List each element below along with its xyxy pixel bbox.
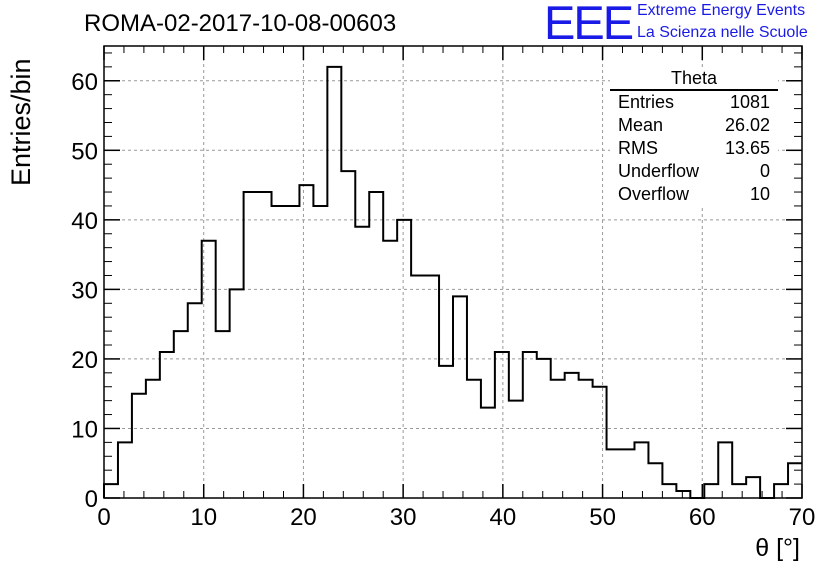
x-tick-label: 20 [290,504,317,531]
logo-line-1: Extreme Energy Events [637,2,806,19]
x-tick-label: 70 [789,504,816,531]
histogram-outline [103,65,802,499]
y-tick-label: 40 [71,208,98,235]
y-tick-label: 10 [71,416,98,443]
y-tick-label: 0 [85,486,98,513]
stats-box: Theta Entries 1081 Mean 26.02 RMS 13.65 … [610,68,778,206]
eee-logo: EEE [544,0,634,49]
stats-row: Underflow 0 [610,160,778,183]
x-tick-label: 10 [190,504,217,531]
x-tick-label: 50 [589,504,616,531]
stats-label: Underflow [618,161,700,181]
y-axis-label: Entries/bin [6,58,36,186]
stats-title: Theta [610,68,778,91]
stats-row: Overflow 10 [610,183,778,206]
y-tick-label: 30 [71,277,98,304]
x-tick-label: 0 [97,504,110,531]
stats-label: RMS [618,138,658,158]
x-axis-label: θ [°] [755,534,800,562]
stats-value: 26.02 [724,115,770,135]
tick-labels: 0 10 20 30 40 50 60 70 0 10 20 30 40 50 60 [71,69,815,531]
y-tick-label: 20 [71,347,98,374]
x-tick-label: 30 [390,504,417,531]
stats-value: 10 [749,184,770,204]
logo-line-2: La Scienza nelle Scuole [637,24,808,41]
chart-title: ROMA-02-2017-10-08-00603 [84,10,397,37]
stats-label: Overflow [618,184,690,204]
x-tick-label: 60 [689,504,716,531]
stats-row: Mean 26.02 [610,114,778,137]
y-tick-label: 50 [71,138,98,165]
stats-label: Entries [618,92,675,112]
x-tick-label: 40 [490,504,517,531]
stats-value: 0 [759,161,770,181]
stats-row: RMS 13.65 [610,137,778,160]
grid-lines [104,46,802,498]
stats-value: 13.65 [724,138,770,158]
stats-row: Entries 1081 [610,91,778,114]
stats-label: Mean [618,115,664,135]
plot-frame [103,45,803,499]
stats-value: 1081 [729,92,770,112]
y-tick-label: 60 [71,69,98,96]
